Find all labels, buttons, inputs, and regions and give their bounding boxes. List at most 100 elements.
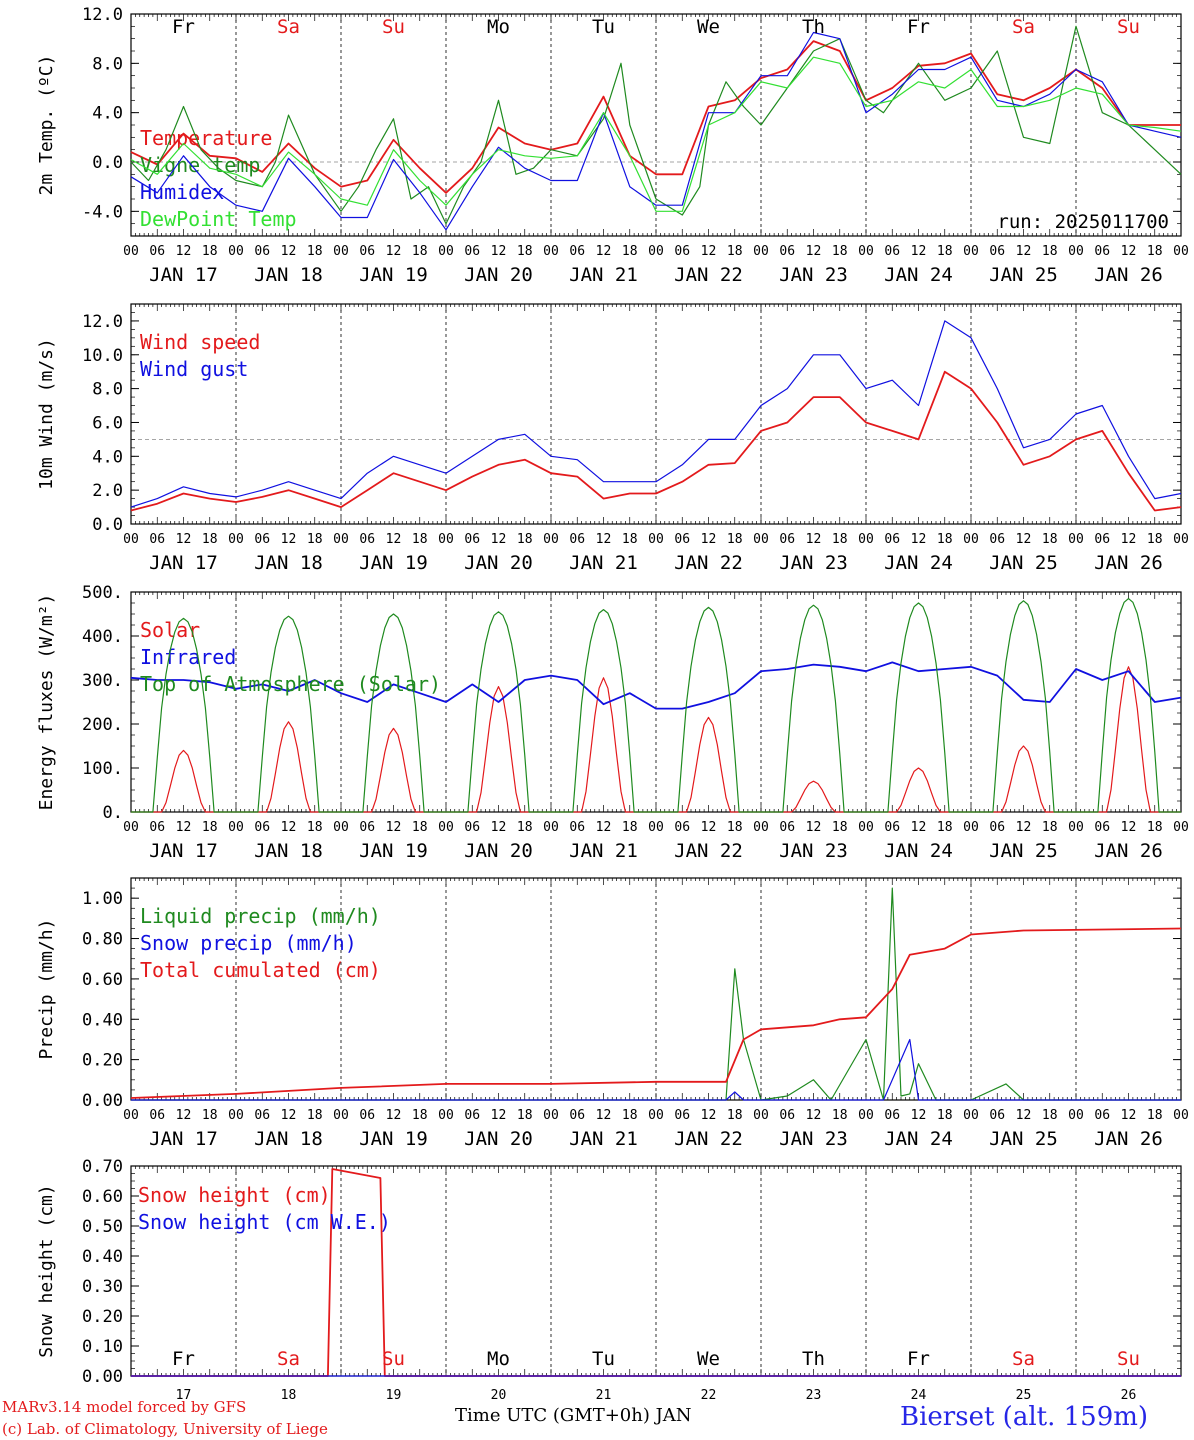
- hour-label: 12: [596, 532, 612, 547]
- hour-label: 12: [701, 244, 717, 259]
- series-line-dewpoint-temp: [130, 56, 1182, 212]
- y-tick-label: 6.0: [92, 413, 123, 433]
- model-credit: MARv3.14 model forced by GFS: [2, 1398, 247, 1416]
- date-label: JAN 23: [779, 552, 848, 574]
- hour-label: 00: [963, 244, 979, 259]
- hour-label: 18: [1042, 1108, 1058, 1123]
- day-name: We: [697, 16, 720, 38]
- day-name: Fr: [172, 16, 195, 38]
- hour-label: 18: [202, 820, 218, 835]
- date-label: JAN 25: [989, 264, 1058, 286]
- hour-label: 12: [1121, 820, 1137, 835]
- hour-label: 18: [727, 532, 743, 547]
- date-label: JAN 20: [464, 1128, 533, 1150]
- hour-label: 18: [202, 244, 218, 259]
- hour-label: 00: [1068, 532, 1084, 547]
- hour-label: 00: [858, 1108, 874, 1123]
- hour-label: 18: [202, 1108, 218, 1123]
- hour-label: 06: [149, 244, 165, 259]
- hour-label: 18: [412, 244, 428, 259]
- series-line-wind-gust: [130, 320, 1182, 508]
- hour-label: 06: [149, 1108, 165, 1123]
- y-tick-label: 0.: [103, 803, 123, 823]
- date-label: JAN 17: [149, 552, 218, 574]
- hour-label: 18: [517, 532, 533, 547]
- hour-label: 12: [701, 532, 717, 547]
- day-name: Tu: [592, 16, 615, 38]
- hour-label: 06: [1094, 532, 1110, 547]
- y-axis-label: Precip (mm/h): [36, 919, 57, 1060]
- y-tick-label: 0.0: [92, 153, 123, 173]
- hour-label: 00: [753, 532, 769, 547]
- date-label: JAN 26: [1094, 1128, 1163, 1150]
- hour-label: 18: [1042, 820, 1058, 835]
- hour-label: 06: [359, 532, 375, 547]
- hour-label: 00: [1173, 244, 1189, 259]
- date-label: JAN 19: [359, 840, 428, 862]
- y-tick-label: 0.00: [82, 1367, 123, 1387]
- y-tick-label: 0.10: [82, 1337, 123, 1357]
- date-label: JAN 25: [989, 1128, 1058, 1150]
- run-label: run: 2025011700: [997, 211, 1169, 233]
- y-tick-label: 0.0: [92, 515, 123, 535]
- hour-label: 00: [963, 532, 979, 547]
- day-name: Mo: [487, 1348, 510, 1370]
- y-axis-label: Energy fluxes (W/m²): [36, 594, 57, 811]
- hour-label: 00: [963, 820, 979, 835]
- date-label: JAN 20: [464, 840, 533, 862]
- hour-label: 00: [1068, 1108, 1084, 1123]
- hour-label: 12: [176, 1108, 192, 1123]
- hour-label: 00: [543, 244, 559, 259]
- bottom-date-label: 23: [806, 1388, 822, 1403]
- day-name: Su: [382, 1348, 405, 1370]
- hour-label: 12: [386, 820, 402, 835]
- hour-label: 12: [491, 820, 507, 835]
- hour-label: 06: [359, 1108, 375, 1123]
- hour-label: 06: [359, 820, 375, 835]
- day-name: Su: [1117, 1348, 1140, 1370]
- hour-label: 00: [123, 244, 139, 259]
- y-tick-label: 0.20: [82, 1307, 123, 1327]
- hour-label: 12: [701, 1108, 717, 1123]
- date-label: JAN 24: [884, 264, 953, 286]
- hour-label: 06: [674, 244, 690, 259]
- hour-label: 00: [1173, 532, 1189, 547]
- legend-entry: Wind gust: [140, 357, 248, 381]
- hour-label: 12: [176, 820, 192, 835]
- y-tick-label: 0.70: [82, 1157, 123, 1177]
- bottom-date-label: 20: [491, 1388, 507, 1403]
- hour-label: 06: [989, 244, 1005, 259]
- y-tick-label: 0.80: [82, 930, 123, 950]
- series-line-humidex: [130, 31, 1182, 231]
- hour-label: 00: [438, 244, 454, 259]
- date-label: JAN 21: [569, 264, 638, 286]
- hour-label: 00: [648, 1108, 664, 1123]
- series-line-snow-precip-mm-h-: [131, 1038, 1181, 1101]
- hour-label: 18: [307, 820, 323, 835]
- y-tick-label: 2.0: [92, 481, 123, 501]
- hour-label: 06: [569, 532, 585, 547]
- hour-label: 18: [412, 532, 428, 547]
- hour-label: 06: [989, 1108, 1005, 1123]
- hour-label: 06: [1094, 244, 1110, 259]
- hour-label: 06: [464, 820, 480, 835]
- hour-label: 06: [149, 820, 165, 835]
- hour-label: 18: [937, 1108, 953, 1123]
- hour-label: 12: [911, 820, 927, 835]
- date-label: JAN 26: [1094, 552, 1163, 574]
- hour-label: 00: [543, 532, 559, 547]
- legend-entry: Temperature: [140, 126, 272, 150]
- hour-label: 18: [1042, 532, 1058, 547]
- legend-entry: Snow precip (mm/h): [140, 931, 357, 955]
- hour-label: 12: [281, 820, 297, 835]
- day-name: Sa: [277, 1348, 300, 1370]
- hour-label: 12: [806, 532, 822, 547]
- day-name: Su: [1117, 16, 1140, 38]
- hour-label: 18: [727, 820, 743, 835]
- hour-label: 00: [1173, 820, 1189, 835]
- hour-label: 18: [307, 532, 323, 547]
- day-name: Sa: [277, 16, 300, 38]
- hour-label: 12: [1016, 820, 1032, 835]
- hour-label: 00: [438, 820, 454, 835]
- date-label: JAN 17: [149, 264, 218, 286]
